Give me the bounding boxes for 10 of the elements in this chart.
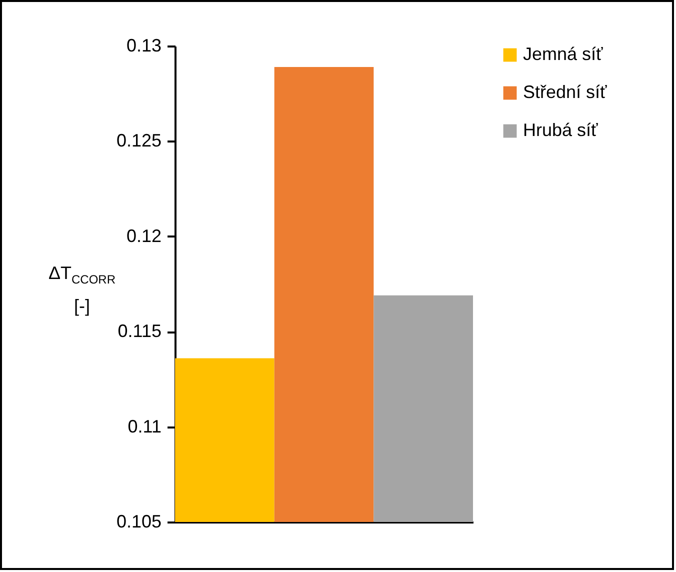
legend-label: Střední síť xyxy=(523,82,608,102)
y-axis-title: ΔT$_{CCORR}$ [-] xyxy=(47,262,117,318)
y-tick-label: 0.105 xyxy=(116,512,162,532)
legend-label: Jemná síť xyxy=(523,44,604,64)
y-tick-label: 0.13 xyxy=(126,36,162,56)
y-tick-label: 0.125 xyxy=(116,130,162,151)
legend-label: Hrubá síť xyxy=(523,120,598,140)
y-tick-label: 0.115 xyxy=(118,321,162,342)
y-tick-label: 0.12 xyxy=(126,226,162,246)
y-tick-label: 0.11 xyxy=(128,416,162,436)
